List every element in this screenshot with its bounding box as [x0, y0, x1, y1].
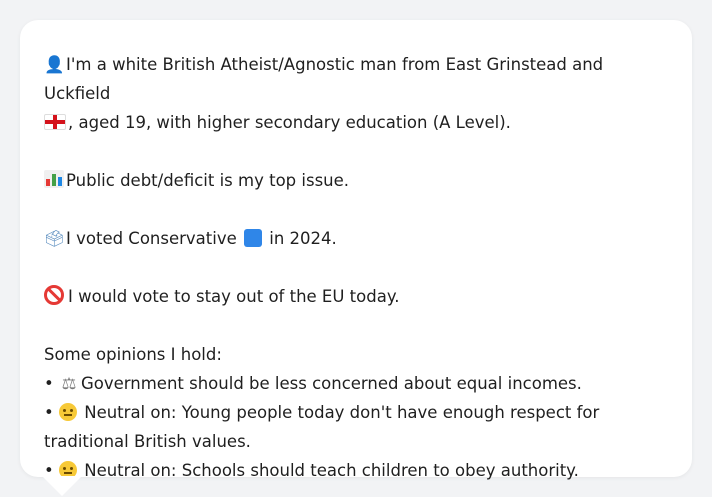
vote-paragraph: 🗳I voted Conservative in 2024. [44, 224, 668, 253]
ballot-box-icon: 🗳 [44, 229, 65, 248]
eu-paragraph: I would vote to stay out of the EU today… [44, 282, 668, 311]
neutral-face-icon [58, 403, 77, 421]
opinion-item: • Neutral on: Schools should teach child… [44, 461, 579, 480]
top-issue-paragraph: Public debt/deficit is my top issue. [44, 166, 668, 195]
vote-prefix: I voted Conservative [66, 229, 243, 248]
prohibited-icon [44, 285, 64, 305]
england-flag-icon [44, 114, 66, 130]
vote-suffix: in 2024. [264, 229, 337, 248]
blue-square-icon [244, 229, 263, 247]
neutral-face-icon [58, 461, 77, 479]
message-content: 👤I'm a white British Atheist/Agnostic ma… [44, 50, 668, 485]
scale-icon: ⚖ [61, 374, 77, 393]
bar-chart-icon [44, 170, 64, 188]
opinions-title: Some opinions I hold: [44, 345, 222, 364]
intro-line-1: I'm a white British Atheist/Agnostic man… [44, 55, 604, 103]
opinion-text: Neutral on: Young people today don't hav… [44, 403, 600, 451]
eu-stance-text: I would vote to stay out of the EU today… [68, 287, 400, 306]
opinion-text: Neutral on: Schools should teach childre… [84, 461, 579, 480]
opinion-item: • ⚖ Government should be less concerned a… [44, 369, 668, 398]
opinion-text: Government should be less concerned abou… [80, 374, 582, 393]
message-bubble: 👤I'm a white British Atheist/Agnostic ma… [20, 20, 692, 480]
opinion-item: • Neutral on: Young people today don't h… [44, 403, 600, 451]
top-issue-text: Public debt/deficit is my top issue. [66, 171, 350, 190]
bubble-tail [42, 476, 82, 496]
intro-line-2: , aged 19, with higher secondary educati… [68, 113, 511, 132]
person-icon: 👤 [44, 55, 65, 74]
intro-paragraph: 👤I'm a white British Atheist/Agnostic ma… [44, 50, 668, 137]
